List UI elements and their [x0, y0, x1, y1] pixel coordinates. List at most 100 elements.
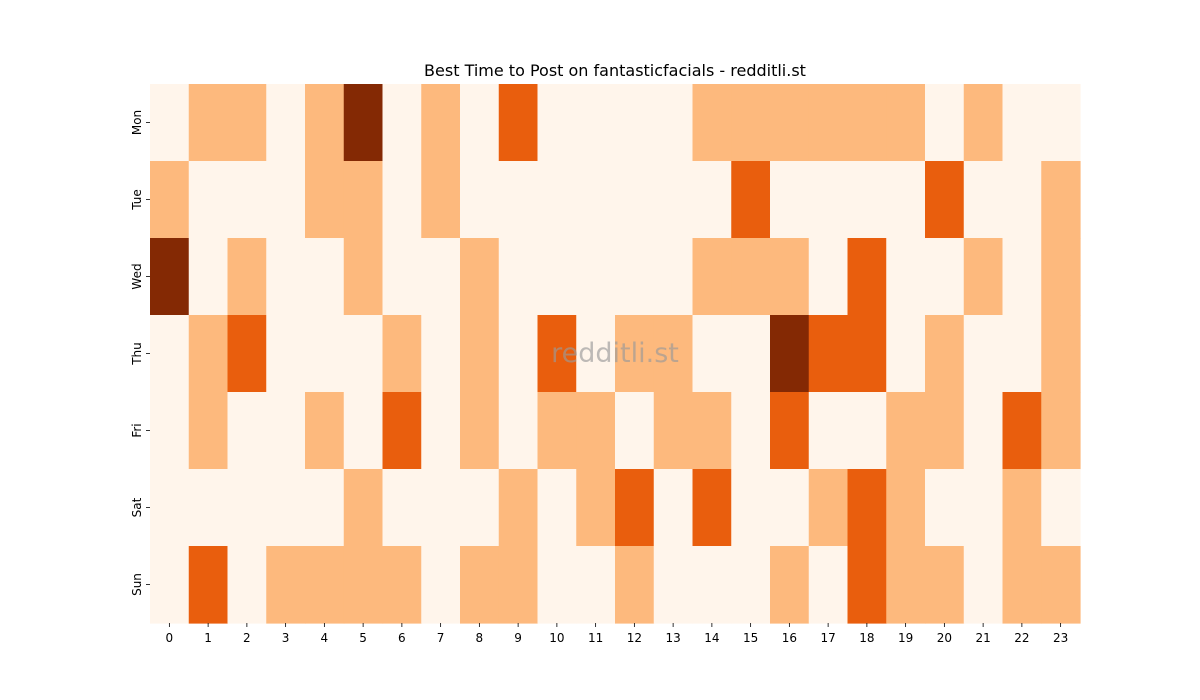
heatmap-cell-sat-1 — [188, 469, 229, 547]
heatmap-cell-mon-12 — [615, 84, 655, 162]
heatmap-cell-fri-12 — [615, 392, 655, 470]
heatmap-cell-mon-11 — [576, 84, 616, 162]
heatmap-cell-fri-16 — [770, 392, 810, 470]
heatmap-cell-tue-23 — [1041, 161, 1081, 239]
x-tick-label: 9 — [514, 631, 522, 645]
heatmap-cell-thu-6 — [382, 315, 422, 393]
heatmap-cell-sat-18 — [847, 469, 887, 547]
heatmap-cell-mon-16 — [770, 84, 810, 162]
heatmap-cell-mon-21 — [963, 84, 1004, 162]
heatmap-cell-sat-8 — [460, 469, 500, 547]
heatmap-cell-fri-8 — [460, 392, 500, 470]
x-tick-label: 4 — [321, 631, 329, 645]
x-tick-label: 12 — [627, 631, 642, 645]
heatmap-cell-thu-23 — [1041, 315, 1081, 393]
x-tick-label: 3 — [282, 631, 290, 645]
heatmap-cell-mon-5 — [343, 84, 384, 162]
heatmap-cell-thu-18 — [847, 315, 887, 393]
heatmap-cell-sat-15 — [731, 469, 771, 547]
heatmap-cell-wed-14 — [692, 238, 732, 316]
heatmap-cell-wed-1 — [188, 238, 229, 316]
y-tick-label-sun: Sun — [130, 573, 144, 596]
heatmap-cell-wed-11 — [576, 238, 616, 316]
heatmap-cell-mon-19 — [886, 84, 926, 162]
heatmap-cell-thu-7 — [421, 315, 461, 393]
heatmap-cell-sun-3 — [266, 546, 306, 624]
heatmap-cell-tue-13 — [653, 161, 694, 239]
y-tick-label-tue: Tue — [130, 189, 144, 211]
heatmap-cell-fri-23 — [1041, 392, 1081, 470]
heatmap-cell-mon-22 — [1002, 84, 1042, 162]
heatmap-cell-sun-19 — [886, 546, 926, 624]
heatmap-cell-tue-4 — [305, 161, 345, 239]
heatmap-cell-mon-15 — [731, 84, 771, 162]
heatmap-cell-thu-17 — [808, 315, 849, 393]
heatmap-cell-tue-3 — [266, 161, 306, 239]
heatmap-cell-fri-20 — [925, 392, 965, 470]
heatmap-cell-thu-11 — [576, 315, 616, 393]
y-axis: Mon Tue Wed Thu Fri Sat Sun — [130, 110, 150, 596]
heatmap-cell-sun-16 — [770, 546, 810, 624]
y-tick-label-fri: Fri — [130, 423, 144, 437]
x-tick-label: 18 — [859, 631, 874, 645]
x-tick-label: 10 — [549, 631, 564, 645]
heatmap-cell-mon-18 — [847, 84, 887, 162]
heatmap-cell-thu-8 — [460, 315, 500, 393]
heatmap-cell-fri-7 — [421, 392, 461, 470]
heatmap-cell-wed-19 — [886, 238, 926, 316]
heatmap-cell-sat-13 — [653, 469, 694, 547]
heatmap-cell-sun-14 — [692, 546, 732, 624]
heatmap-cell-sat-3 — [266, 469, 306, 547]
heatmap-cell-sun-10 — [537, 546, 577, 624]
heatmap-cell-thu-0 — [150, 315, 190, 393]
heatmap-cell-tue-18 — [847, 161, 887, 239]
heatmap-cell-fri-21 — [963, 392, 1004, 470]
y-tick-label-wed: Wed — [130, 263, 144, 289]
x-tick-label: 1 — [204, 631, 212, 645]
heatmap-cell-fri-17 — [808, 392, 849, 470]
heatmap-cell-sun-22 — [1002, 546, 1042, 624]
heatmap-cell-mon-7 — [421, 84, 461, 162]
heatmap-cell-wed-21 — [963, 238, 1004, 316]
heatmap-cell-sun-20 — [925, 546, 965, 624]
heatmap-cell-sat-5 — [343, 469, 384, 547]
heatmap-cell-thu-15 — [731, 315, 771, 393]
heatmap-cell-fri-6 — [382, 392, 422, 470]
heatmap-cell-sun-0 — [150, 546, 190, 624]
heatmap-cell-thu-19 — [886, 315, 926, 393]
heatmap-cell-sat-10 — [537, 469, 577, 547]
heatmap-cell-sun-5 — [343, 546, 384, 624]
heatmap-cell-mon-17 — [808, 84, 849, 162]
heatmap-cell-tue-19 — [886, 161, 926, 239]
heatmap-cell-mon-20 — [925, 84, 965, 162]
x-axis: 0 1 2 3 4 5 6 7 8 9 10 11 12 13 14 15 16 17 18 19 20 21 22 23 — [166, 623, 1068, 645]
y-tick-label-mon: Mon — [130, 110, 144, 135]
heatmap-cell-wed-16 — [770, 238, 810, 316]
heatmap-cell-wed-5 — [343, 238, 384, 316]
heatmap-cell-sun-2 — [227, 546, 267, 624]
heatmap-cell-fri-18 — [847, 392, 887, 470]
heatmap-cell-sat-23 — [1041, 469, 1081, 547]
heatmap-cell-sun-6 — [382, 546, 422, 624]
x-tick-label: 7 — [437, 631, 445, 645]
heatmap-cell-fri-3 — [266, 392, 306, 470]
heatmap-cell-tue-9 — [498, 161, 539, 239]
watermark-text: redditli.st — [551, 338, 679, 369]
x-tick-label: 15 — [743, 631, 758, 645]
x-tick-label: 13 — [665, 631, 680, 645]
heatmap-cell-fri-14 — [692, 392, 732, 470]
heatmap-cell-wed-10 — [537, 238, 577, 316]
heatmap-cell-tue-1 — [188, 161, 229, 239]
heatmap-cell-fri-9 — [498, 392, 539, 470]
heatmap-cell-sun-7 — [421, 546, 461, 624]
heatmap-cell-tue-15 — [731, 161, 771, 239]
heatmap-cell-wed-6 — [382, 238, 422, 316]
heatmap-cell-tue-21 — [963, 161, 1004, 239]
heatmap-cell-thu-22 — [1002, 315, 1042, 393]
heatmap-cell-tue-12 — [615, 161, 655, 239]
heatmap-cell-sat-9 — [498, 469, 539, 547]
y-tick-label-sat: Sat — [130, 497, 144, 517]
heatmap-cell-tue-7 — [421, 161, 461, 239]
heatmap-cell-wed-2 — [227, 238, 267, 316]
